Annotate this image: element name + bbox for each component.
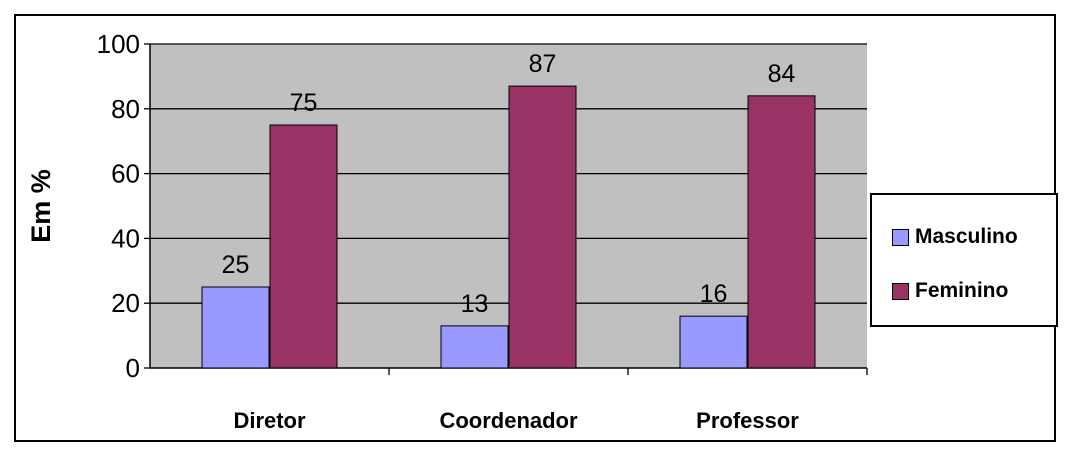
legend-item-masculino: Masculino bbox=[892, 225, 1018, 249]
bar-masculino bbox=[679, 315, 748, 369]
data-label: 75 bbox=[290, 89, 318, 117]
x-category-label: Professor bbox=[696, 408, 799, 433]
bar-feminino bbox=[747, 95, 816, 369]
legend-swatch-feminino bbox=[892, 282, 909, 300]
data-label: 13 bbox=[461, 290, 489, 318]
data-label: 16 bbox=[700, 280, 728, 308]
y-tick-label: 0 bbox=[126, 353, 140, 383]
y-axis-title: Em % bbox=[26, 169, 56, 243]
x-category-label: Coordenador bbox=[439, 408, 578, 433]
legend-label-feminino: Feminino bbox=[915, 279, 1009, 302]
y-tick-label: 80 bbox=[111, 94, 140, 124]
bar-masculino bbox=[440, 325, 509, 369]
bar-masculino bbox=[201, 286, 270, 369]
y-tick-label: 60 bbox=[111, 159, 140, 189]
data-label: 84 bbox=[768, 60, 796, 88]
data-label: 87 bbox=[529, 50, 557, 78]
y-tick-label: 100 bbox=[97, 29, 140, 59]
legend-label-masculino: Masculino bbox=[915, 225, 1018, 248]
legend-swatch-masculino bbox=[892, 228, 909, 246]
bar-feminino bbox=[269, 124, 338, 369]
data-label: 25 bbox=[222, 251, 250, 279]
y-tick-label: 20 bbox=[111, 288, 140, 318]
bar-feminino bbox=[508, 85, 577, 369]
legend-item-feminino: Feminino bbox=[892, 279, 1008, 303]
x-category-label: Diretor bbox=[233, 408, 306, 433]
y-tick-label: 40 bbox=[111, 223, 140, 253]
legend: Masculino Feminino bbox=[870, 193, 1058, 327]
